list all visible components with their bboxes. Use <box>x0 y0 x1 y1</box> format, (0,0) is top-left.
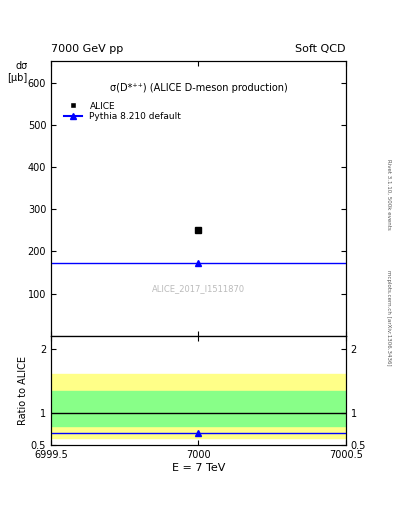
Text: ALICE_2017_I1511870: ALICE_2017_I1511870 <box>152 285 245 293</box>
Text: Rivet 3.1.10, 500k events: Rivet 3.1.10, 500k events <box>386 159 391 230</box>
Legend: ALICE, Pythia 8.210 default: ALICE, Pythia 8.210 default <box>61 99 184 124</box>
Y-axis label: dσ
[μb]: dσ [μb] <box>7 61 28 83</box>
Bar <box>51 391 346 426</box>
Text: Soft QCD: Soft QCD <box>296 44 346 54</box>
X-axis label: E = 7 TeV: E = 7 TeV <box>172 463 225 473</box>
Text: mcplots.cern.ch [arXiv:1306.3436]: mcplots.cern.ch [arXiv:1306.3436] <box>386 270 391 365</box>
Text: σ(D*⁺⁺) (ALICE D-meson production): σ(D*⁺⁺) (ALICE D-meson production) <box>110 83 287 93</box>
Text: 7000 GeV pp: 7000 GeV pp <box>51 44 123 54</box>
Bar <box>51 374 346 438</box>
Y-axis label: Ratio to ALICE: Ratio to ALICE <box>18 356 28 425</box>
